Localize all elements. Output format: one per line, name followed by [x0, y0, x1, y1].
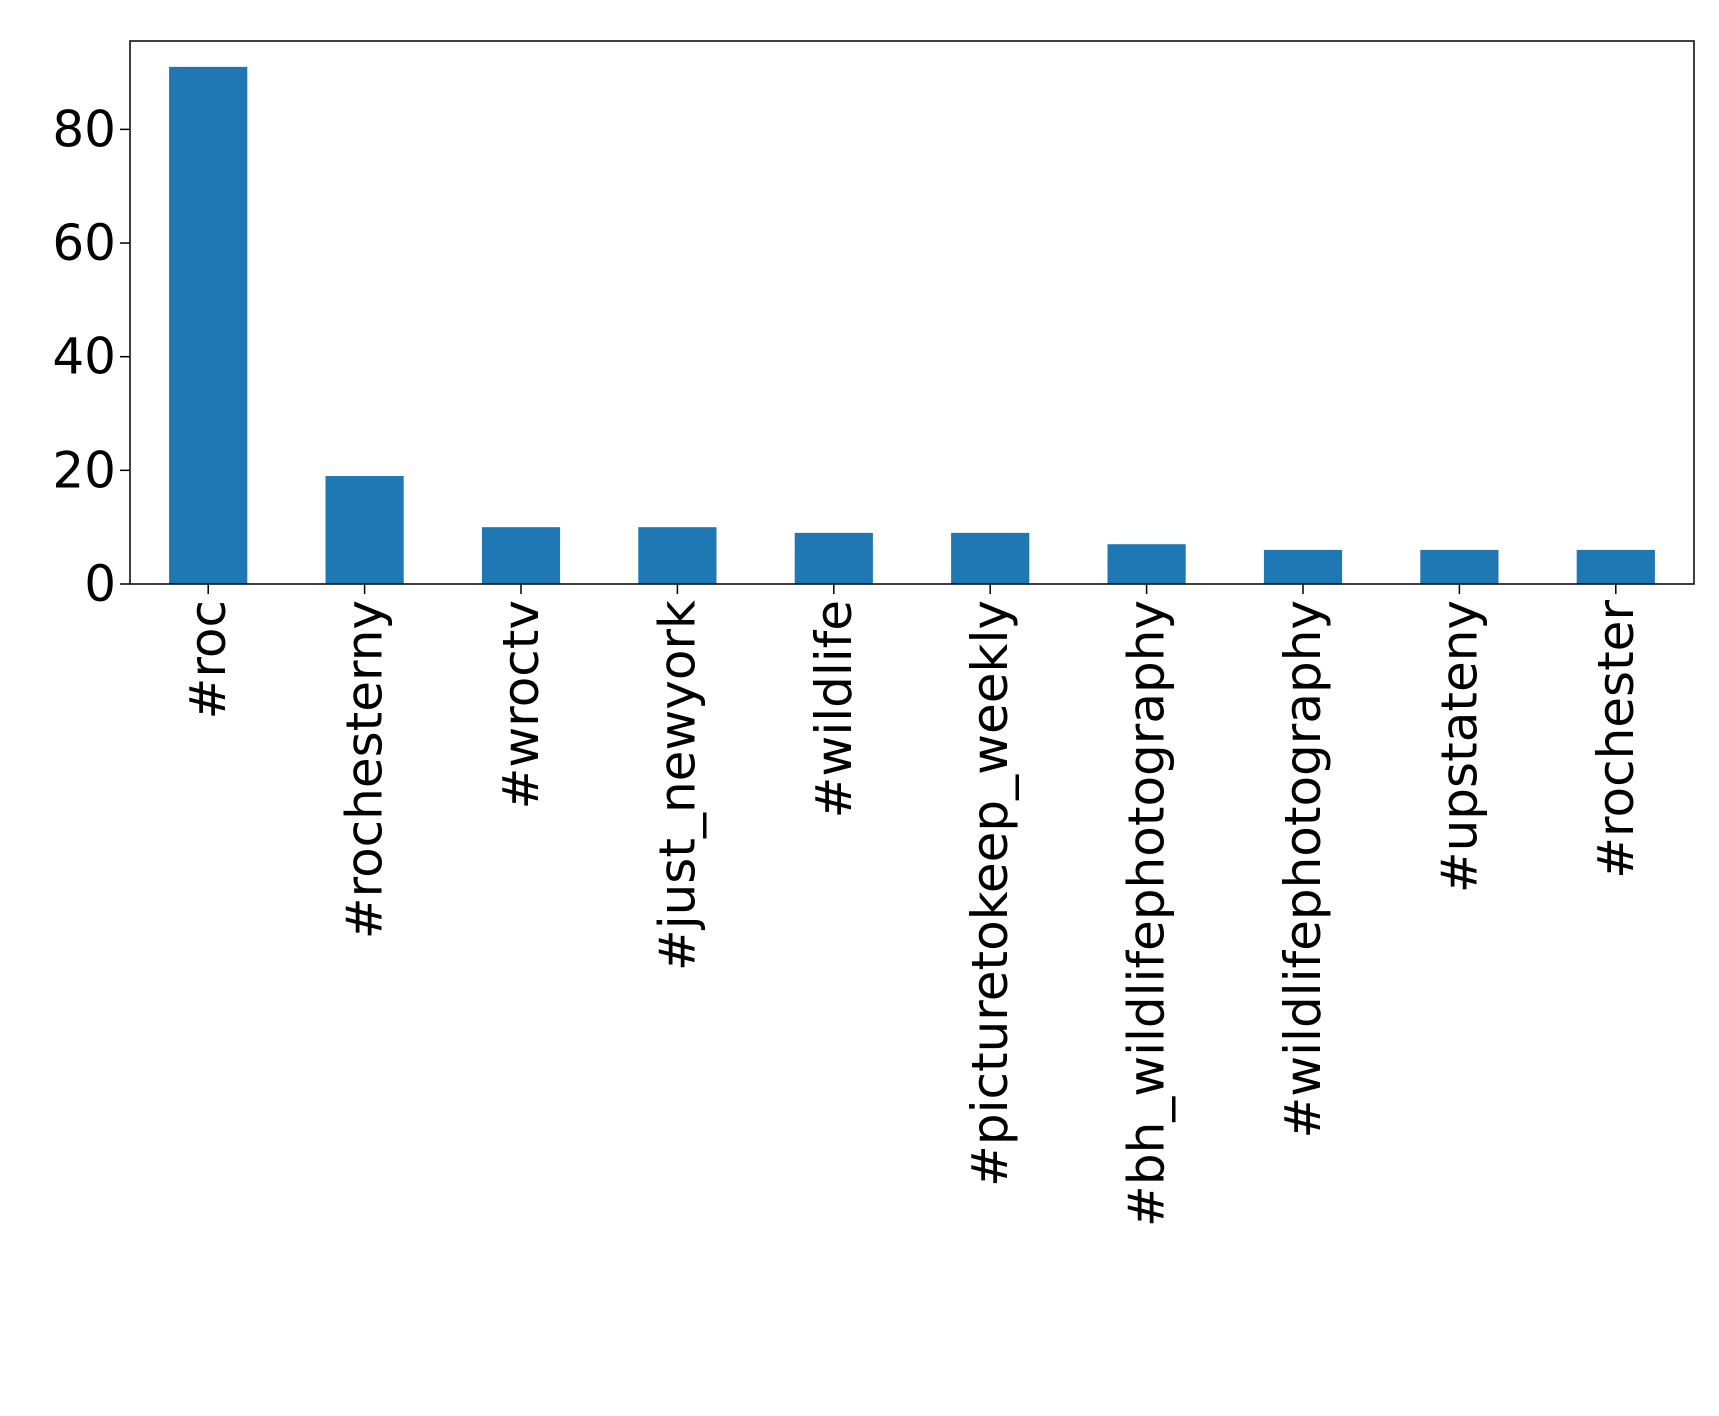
xtick-label: #picturetokeep_weekly	[961, 600, 1019, 1187]
ytick-label: 80	[52, 100, 116, 158]
bar-wildlife	[794, 532, 873, 584]
ytick-label: 60	[52, 214, 116, 272]
ytick-label: 0	[84, 555, 116, 613]
ytick-label: 40	[52, 328, 116, 386]
bar-rochesterny	[325, 476, 404, 584]
x-axis: #roc #rochesterny #wroctv #just_newyork #wil…	[179, 584, 1645, 1227]
bar-bh-wildlifephotography	[1107, 544, 1186, 584]
bar-wroctv	[481, 527, 561, 584]
xtick-label: #roc	[179, 600, 237, 719]
bar-just-newyork	[638, 527, 717, 584]
y-axis: 0 20 40 60 80	[52, 100, 130, 613]
xtick-label: #rochester	[1587, 600, 1645, 879]
xtick-label: #wroctv	[492, 600, 550, 810]
plot-frame	[129, 40, 1695, 585]
bars-layer	[169, 66, 1655, 585]
xtick-label: #upstateny	[1430, 600, 1488, 893]
xtick-label: #rochesterny	[336, 600, 394, 939]
bar-wildlifephotography	[1263, 549, 1343, 584]
xtick-label: #just_newyork	[648, 600, 706, 971]
xtick-label: #wildlifephotography	[1274, 600, 1332, 1139]
bar-picturetokeep-weekly	[951, 532, 1030, 584]
ytick-label: 20	[52, 441, 116, 499]
xtick-label: #wildlife	[805, 600, 863, 818]
bar-upstateny	[1420, 549, 1499, 584]
bar-roc	[169, 66, 248, 585]
bar-rochester	[1576, 549, 1655, 584]
xtick-label: #bh_wildlifephotography	[1118, 600, 1176, 1227]
